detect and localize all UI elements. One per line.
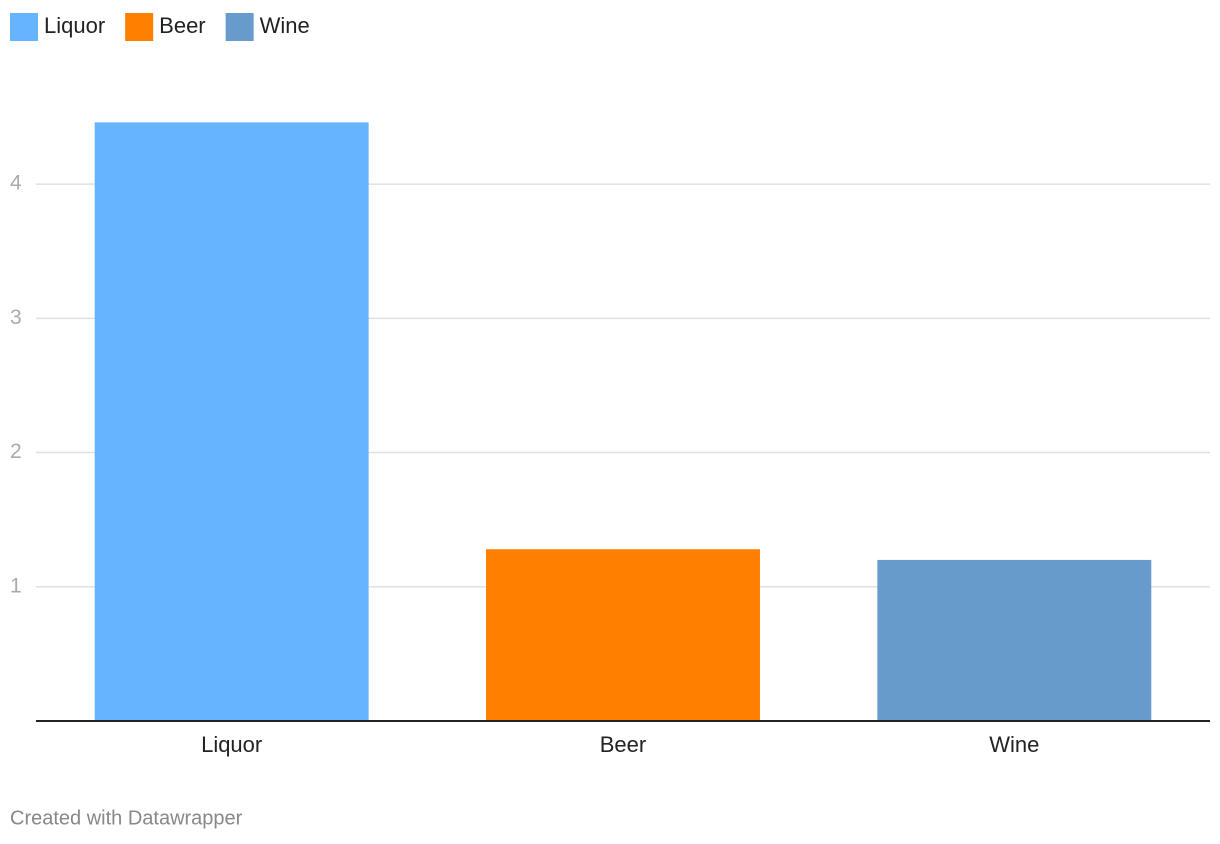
y-tick-label: 2 — [10, 440, 22, 463]
x-tick-label: Beer — [600, 732, 646, 757]
legend-swatch — [225, 13, 254, 41]
legend-label: Beer — [159, 13, 205, 38]
x-tick-label: Liquor — [201, 732, 262, 757]
bar — [486, 549, 760, 721]
y-tick-label: 1 — [10, 574, 22, 597]
y-tick-label: 3 — [10, 306, 22, 329]
y-tick-label: 4 — [10, 172, 22, 195]
bar — [94, 122, 369, 721]
bar — [877, 559, 1152, 721]
legend-label: Wine — [260, 13, 310, 38]
legend-swatch — [10, 13, 38, 41]
credit: Created with Datawrapper — [10, 807, 243, 829]
legend-swatch — [125, 13, 154, 41]
legend-label: Liquor — [44, 13, 105, 38]
x-tick-label: Wine — [989, 732, 1039, 757]
